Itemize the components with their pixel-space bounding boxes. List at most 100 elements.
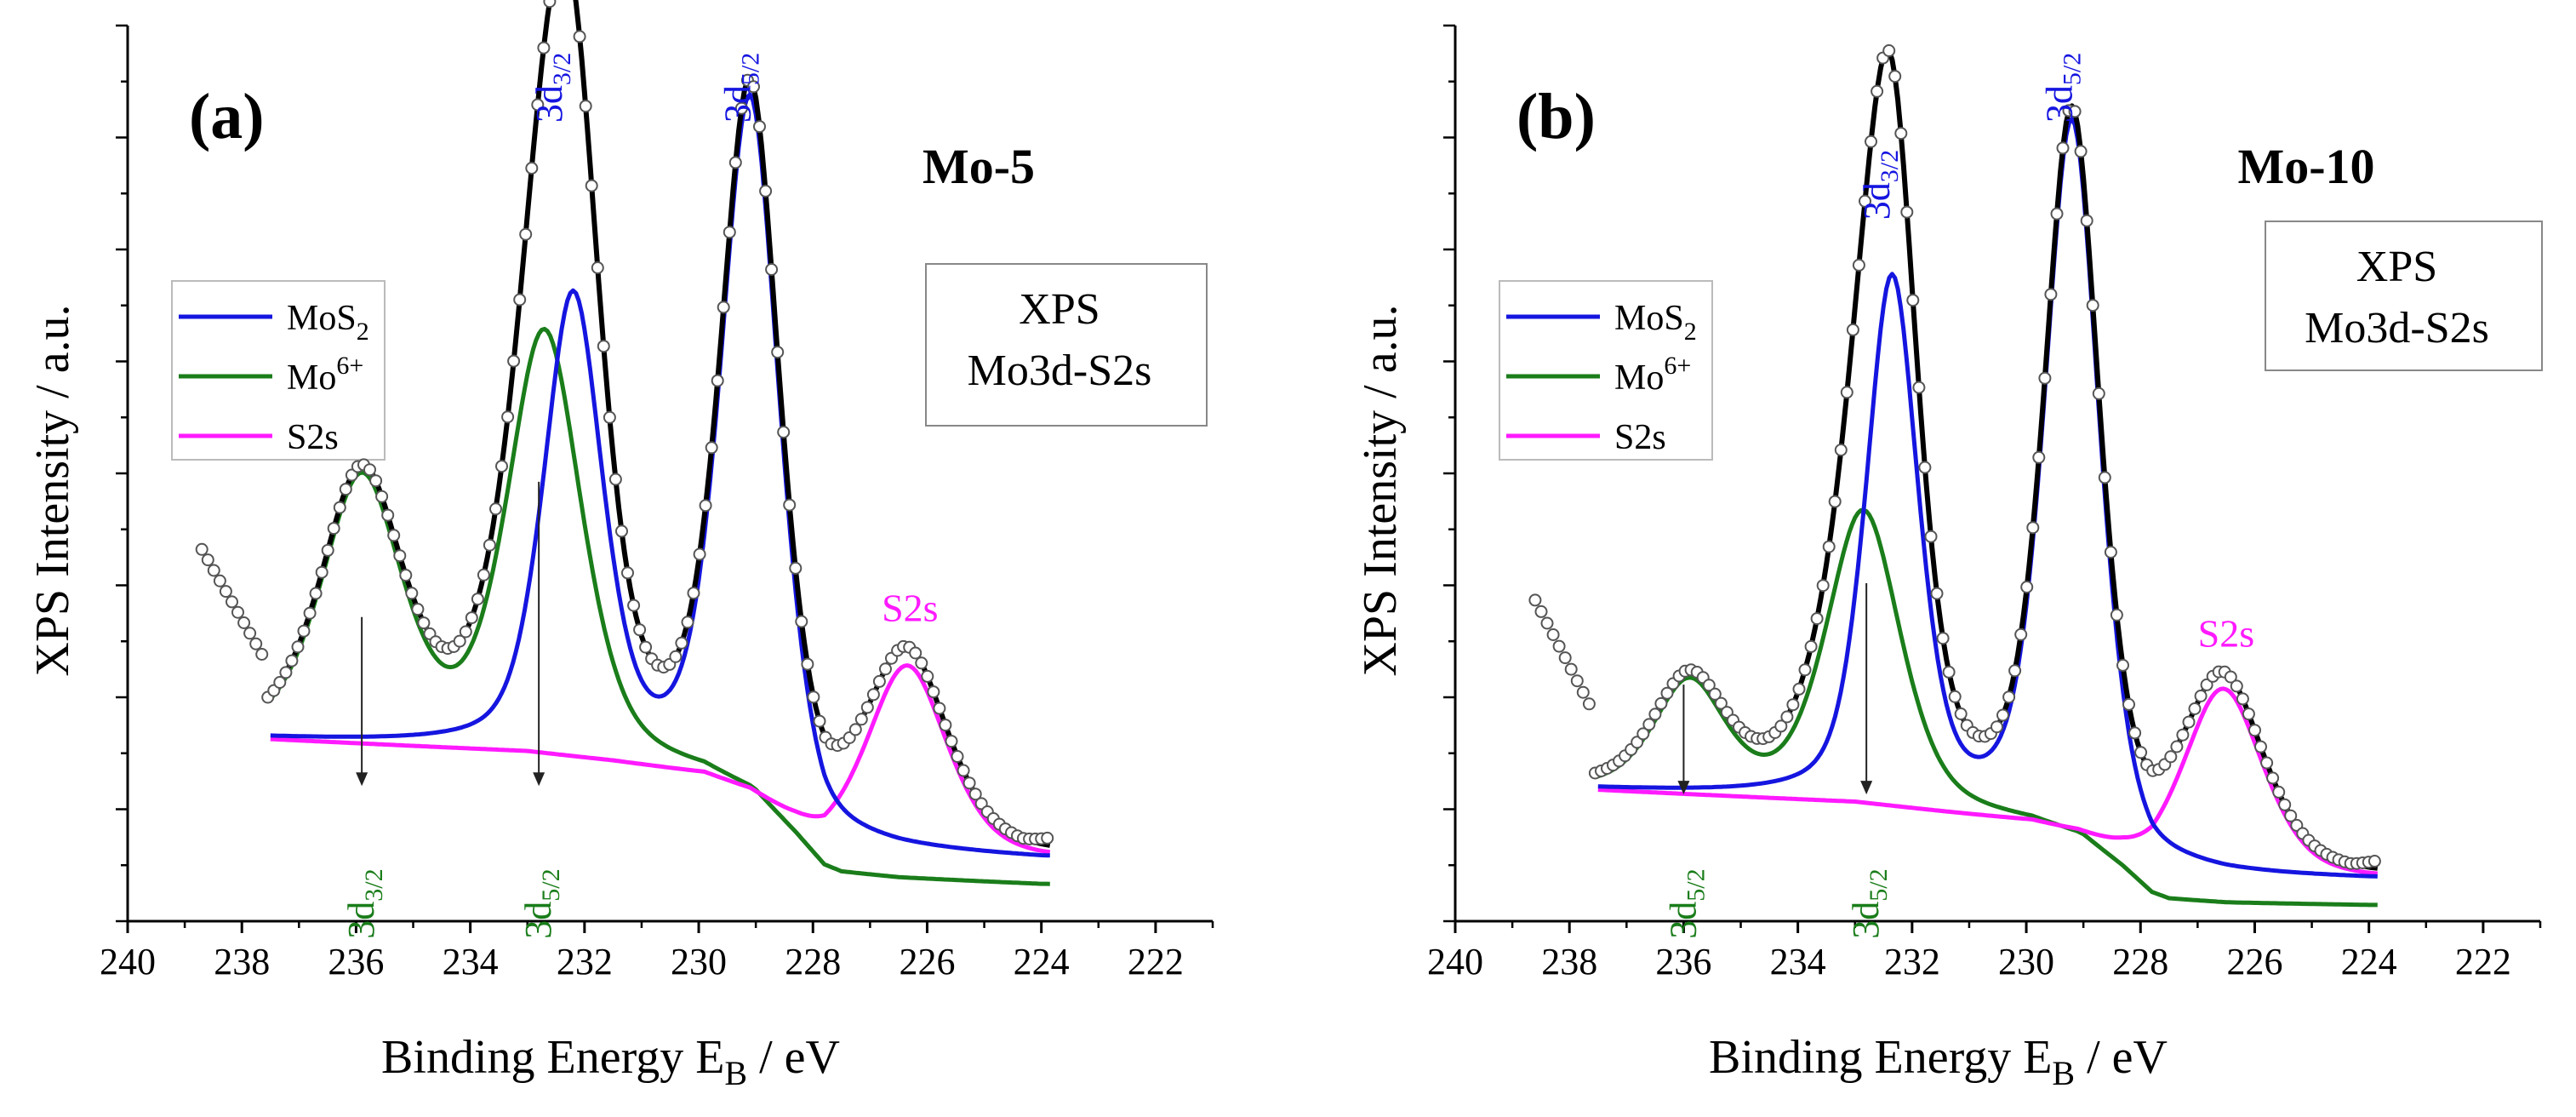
- peak-label: 3d5/2: [2039, 53, 2087, 123]
- data-point: [2050, 207, 2064, 221]
- data-point: [2074, 145, 2088, 158]
- data-point: [1660, 686, 1674, 700]
- data-point: [2008, 664, 2022, 678]
- data-point: [717, 301, 730, 314]
- data-point: [195, 542, 208, 556]
- peak-label: 3d5/2: [717, 53, 764, 123]
- x-tick-label: 222: [1128, 941, 1184, 982]
- data-point: [962, 776, 976, 790]
- data-point: [866, 688, 880, 702]
- sample-name: Mo-5: [922, 139, 1035, 194]
- data-point: [465, 611, 478, 625]
- data-point: [1642, 718, 1656, 731]
- data-point: [226, 595, 238, 609]
- arrow-head: [1677, 781, 1690, 795]
- data-point: [795, 615, 808, 628]
- data-point: [633, 623, 647, 637]
- data-point: [1996, 708, 2009, 722]
- data-point: [639, 640, 653, 654]
- x-tick-label: 238: [214, 941, 270, 982]
- data-point: [2122, 697, 2135, 711]
- data-point: [315, 565, 328, 579]
- data-point: [285, 654, 299, 667]
- x-tick-label: 236: [1655, 941, 1711, 982]
- data-point: [723, 226, 736, 239]
- legend-label-main: S2s: [1614, 418, 1666, 457]
- data-point: [471, 593, 484, 606]
- peak-label-main: 3d: [517, 902, 559, 939]
- data-point: [1930, 587, 1944, 600]
- inset-title: XPS: [1019, 285, 1100, 334]
- data-point: [2170, 740, 2184, 753]
- data-point: [1780, 710, 1794, 724]
- data-point: [573, 30, 586, 43]
- data-point: [2284, 809, 2298, 822]
- x-tick-label: 238: [1541, 941, 1597, 982]
- data-point: [543, 0, 557, 9]
- data-point: [1798, 663, 1812, 677]
- data-point: [675, 636, 688, 650]
- peak-label-below: 3d5/2: [1662, 868, 1710, 938]
- data-point: [945, 735, 958, 748]
- data-point: [2266, 771, 2280, 785]
- data-point: [2032, 450, 2046, 464]
- data-point: [1900, 205, 1914, 219]
- x-axis-label-main: Binding Energy E: [1709, 1031, 2052, 1084]
- data-point: [303, 606, 317, 620]
- data-point: [1834, 444, 1848, 456]
- peak-label-main: 3d: [1662, 902, 1704, 939]
- x-tick-label: 224: [2341, 941, 2397, 982]
- peak-label-subscript: 5/2: [537, 868, 565, 901]
- data-point: [309, 587, 323, 600]
- data-point: [393, 549, 407, 563]
- data-point: [2236, 692, 2249, 706]
- data-point: [2086, 299, 2099, 312]
- legend-label-main: MoS: [1614, 299, 1684, 338]
- x-tick-label: 224: [1014, 941, 1070, 982]
- data-point: [1786, 698, 1800, 712]
- data-point: [1822, 540, 1836, 553]
- x-tick-label: 226: [2226, 941, 2282, 982]
- data-point: [2278, 798, 2292, 811]
- data-point: [777, 426, 791, 438]
- data-point: [1714, 696, 1728, 710]
- data-point: [507, 354, 521, 368]
- data-point: [2242, 707, 2255, 721]
- data-point: [411, 603, 425, 616]
- data-point: [1912, 381, 1926, 394]
- data-point: [687, 587, 700, 600]
- panel-label: (b): [1516, 81, 1596, 152]
- x-tick-label: 240: [100, 941, 156, 982]
- data-point: [243, 627, 257, 640]
- legend-box: [171, 280, 386, 461]
- legend-label-mos2: MoS2: [287, 299, 369, 346]
- x-axis-label-main: Binding Energy E: [381, 1031, 724, 1084]
- peak-label: 3d3/2: [1856, 150, 1904, 220]
- mo6-component-curve: [268, 326, 1050, 886]
- data-point: [621, 566, 634, 580]
- data-point: [405, 587, 419, 600]
- s2s-component-curve: [1597, 686, 2379, 876]
- data-point: [939, 719, 952, 732]
- data-point: [1918, 461, 1932, 474]
- peak-label-subscript: 5/2: [1682, 868, 1710, 901]
- data-point: [627, 599, 641, 612]
- data-point: [801, 657, 814, 671]
- legend-label-main: S2s: [287, 418, 339, 457]
- data-point: [759, 184, 773, 198]
- data-point: [2164, 750, 2178, 764]
- data-point: [1871, 84, 1884, 98]
- data-point: [2026, 521, 2040, 535]
- data-point: [363, 463, 376, 477]
- data-point: [2092, 387, 2105, 400]
- data-point: [2014, 627, 2028, 641]
- data-point: [2134, 746, 2148, 759]
- data-point: [879, 662, 892, 676]
- x-axis-label-unit: / eV: [2075, 1031, 2168, 1084]
- data-point: [1840, 386, 1853, 399]
- data-point: [2224, 670, 2237, 684]
- data-point: [2020, 581, 2034, 593]
- s2s-component-curve: [270, 663, 1051, 855]
- data-point: [1936, 632, 1950, 645]
- data-point: [1540, 616, 1554, 630]
